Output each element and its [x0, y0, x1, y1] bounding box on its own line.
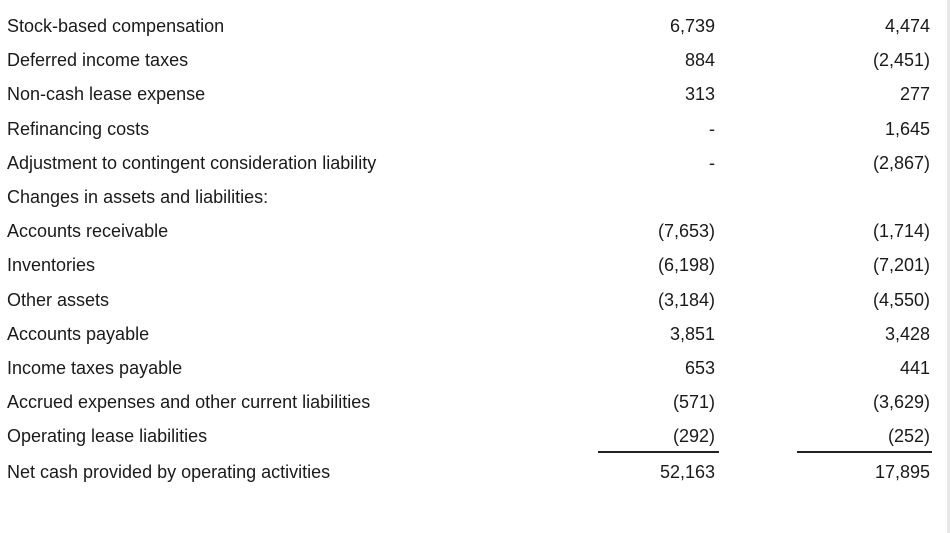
prior-year-value: 3,428 — [884, 323, 930, 344]
current-year-value: (3,184) — [657, 289, 715, 310]
current-year-value: 3,851 — [669, 323, 715, 344]
prior-year-value: 441 — [899, 358, 930, 378]
row-label: Income taxes payable — [7, 358, 183, 378]
current-year-value: (571) — [672, 392, 715, 413]
prior-year-value: 4,474 — [884, 16, 930, 36]
total-rule — [598, 451, 719, 453]
current-year-value: 653 — [684, 358, 715, 378]
page-edge — [947, 0, 950, 533]
prior-year-value: 1,645 — [884, 118, 930, 139]
current-year-value: 313 — [684, 84, 715, 105]
prior-year-value: (2,451) — [872, 50, 930, 71]
row-label: Stock-based compensation — [7, 16, 225, 36]
prior-year-value: (7,201) — [872, 255, 930, 276]
prior-year-value: (3,629) — [872, 392, 930, 413]
prior-year-value: 17,895 — [874, 462, 930, 483]
row-label: Net cash provided by operating activitie… — [7, 462, 331, 483]
current-year-value: 52,163 — [659, 462, 715, 483]
row-label: Deferred income taxes — [7, 50, 189, 71]
row-label: Accounts payable — [7, 323, 150, 344]
row-label: Accounts receivable — [7, 221, 169, 242]
row-label: Adjustment to contingent consideration l… — [7, 152, 377, 173]
prior-year-value: (2,867) — [872, 152, 930, 173]
current-year-value: (7,653) — [657, 221, 715, 242]
current-year-value: 884 — [684, 50, 715, 71]
row-label: Refinancing costs — [7, 118, 150, 139]
prior-year-value: (4,550) — [872, 289, 930, 310]
row-label: Changes in assets and liabilities: — [7, 187, 269, 207]
prior-year-value: (1,714) — [872, 221, 930, 242]
prior-year-value: 277 — [899, 84, 930, 105]
current-year-value: (292) — [672, 426, 715, 447]
row-label: Other assets — [7, 289, 110, 310]
current-year-value: - — [709, 152, 715, 173]
total-rule — [797, 451, 932, 453]
prior-year-value: (252) — [887, 426, 930, 447]
row-label: Operating lease liabilities — [7, 426, 208, 447]
current-year-value: - — [709, 118, 715, 139]
current-year-value: 6,739 — [669, 16, 715, 36]
row-label: Inventories — [7, 255, 96, 276]
current-year-value: (6,198) — [657, 255, 715, 276]
row-label: Non-cash lease expense — [7, 84, 206, 105]
row-label: Accrued expenses and other current liabi… — [7, 392, 371, 413]
